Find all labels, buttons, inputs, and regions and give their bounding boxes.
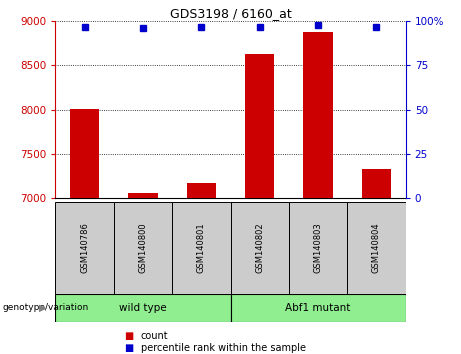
Bar [230, 202, 289, 294]
Text: percentile rank within the sample: percentile rank within the sample [141, 343, 306, 353]
Text: GSM140802: GSM140802 [255, 222, 264, 273]
Text: genotype/variation: genotype/variation [2, 303, 89, 313]
Bar [230, 294, 406, 322]
Text: ■: ■ [124, 331, 134, 341]
Text: GSM140801: GSM140801 [197, 222, 206, 273]
Bar [70, 109, 99, 198]
Text: GSM140803: GSM140803 [313, 222, 323, 273]
Text: GSM140800: GSM140800 [138, 222, 148, 273]
Bar [55, 294, 230, 322]
Text: wild type: wild type [119, 303, 167, 313]
Text: ■: ■ [124, 343, 134, 353]
Bar [55, 202, 114, 294]
Bar [172, 202, 230, 294]
Text: ▶: ▶ [39, 303, 46, 313]
Bar [347, 202, 406, 294]
Text: count: count [141, 331, 168, 341]
Bar [187, 183, 216, 198]
Text: GSM140786: GSM140786 [80, 222, 89, 273]
Text: GSM140804: GSM140804 [372, 222, 381, 273]
Text: Abf1 mutant: Abf1 mutant [285, 303, 351, 313]
Bar [114, 202, 172, 294]
Bar [245, 55, 274, 198]
Bar [289, 202, 347, 294]
Title: GDS3198 / 6160_at: GDS3198 / 6160_at [170, 7, 291, 20]
Bar [362, 169, 391, 198]
Bar [303, 32, 333, 198]
Bar [128, 193, 158, 198]
